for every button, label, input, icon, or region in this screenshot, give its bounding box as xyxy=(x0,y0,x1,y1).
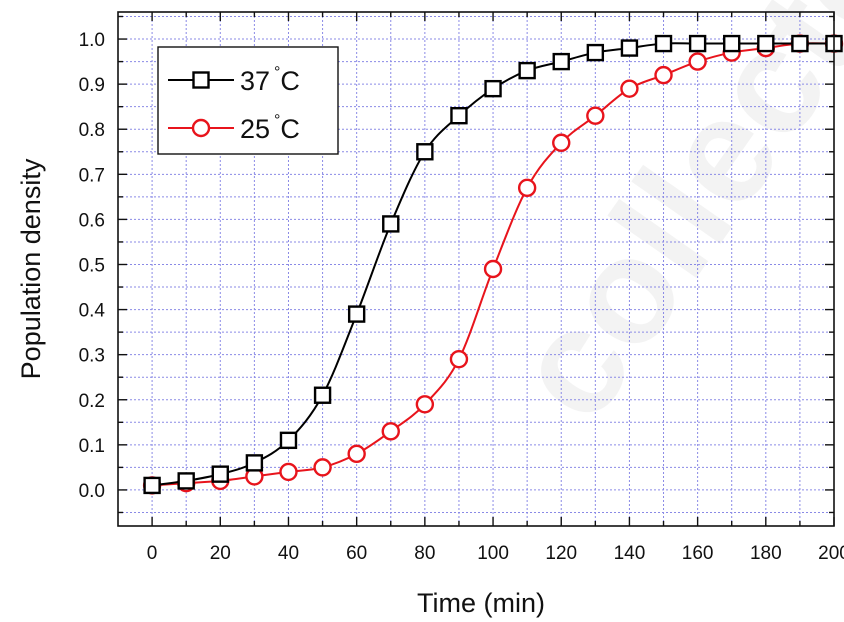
legend-item-25: 25 °C xyxy=(168,112,300,144)
x-axis-title: Time (min) xyxy=(417,588,545,618)
x-tick-label: 200 xyxy=(818,543,844,564)
data-point-25 xyxy=(552,133,571,152)
y-tick-label: 0.7 xyxy=(79,165,105,186)
x-tick-label: 120 xyxy=(545,543,577,564)
data-point-37 xyxy=(552,52,570,71)
legend-unit: °C xyxy=(274,64,300,96)
legend-unit-letter: C xyxy=(280,66,300,96)
data-point-37 xyxy=(279,431,298,450)
data-point-25 xyxy=(654,65,673,85)
x-tick-labels: 0 20 40 60 80 100 120 140 160 180 200 xyxy=(147,543,844,564)
data-point-25 xyxy=(381,422,400,441)
y-axis-title: Population density xyxy=(16,158,46,379)
legend-box xyxy=(157,46,339,155)
y-tick-label: 0.1 xyxy=(79,436,105,457)
data-point-37 xyxy=(211,465,229,483)
y-tick-label: 0.2 xyxy=(79,391,105,412)
x-tick-label: 100 xyxy=(477,543,509,564)
data-point-37 xyxy=(313,386,332,404)
legend: 37 °C25 °C xyxy=(157,46,339,155)
series-layer xyxy=(142,34,844,495)
data-point-37 xyxy=(245,454,264,472)
legend-unit: °C xyxy=(274,112,300,144)
x-tick-label: 20 xyxy=(210,543,231,564)
data-point-25 xyxy=(313,458,332,477)
legend-unit-letter: C xyxy=(280,114,300,144)
y-tick-label: 0.4 xyxy=(79,301,106,322)
data-point-37 xyxy=(723,34,741,53)
data-point-37 xyxy=(382,215,400,233)
data-point-37 xyxy=(791,34,809,53)
data-point-37 xyxy=(143,476,161,495)
x-tick-label: 60 xyxy=(346,543,367,564)
data-point-25 xyxy=(449,349,469,369)
y-tick-label: 0.9 xyxy=(79,75,105,96)
data-point-37 xyxy=(450,107,468,125)
legend-marker xyxy=(192,71,210,89)
legend-degree: ° xyxy=(274,112,280,129)
legend-label: 37 xyxy=(240,66,270,96)
data-point-25 xyxy=(483,259,503,279)
data-point-25 xyxy=(415,395,435,414)
data-point-37 xyxy=(484,79,502,98)
series-25 xyxy=(142,34,844,495)
legend-label: 25 xyxy=(240,114,270,144)
data-point-25 xyxy=(279,462,298,482)
data-point-25 xyxy=(347,444,366,464)
data-point-37 xyxy=(620,39,639,57)
data-point-37 xyxy=(347,305,366,323)
series-37 xyxy=(143,34,843,495)
legend-degree: ° xyxy=(274,64,280,81)
data-point-37 xyxy=(757,34,775,53)
data-point-37 xyxy=(654,34,673,53)
data-point-25 xyxy=(586,106,605,125)
axis-ticks xyxy=(118,12,835,526)
x-tick-label: 40 xyxy=(278,543,299,564)
y-tick-label: 1.0 xyxy=(79,30,105,51)
y-tick-label: 0.3 xyxy=(79,346,105,367)
x-tick-label: 160 xyxy=(682,543,714,564)
x-tick-label: 180 xyxy=(750,543,782,564)
data-point-37 xyxy=(518,61,536,80)
x-tick-label: 0 xyxy=(147,543,158,564)
x-tick-label: 80 xyxy=(414,543,435,564)
plot-frame xyxy=(117,11,835,527)
y-tick-labels: 0.0 0.1 0.2 0.3 0.4 0.5 0.6 0.7 0.8 0.9 1.0 xyxy=(79,30,106,502)
y-tick-label: 0.5 xyxy=(79,255,105,276)
data-point-37 xyxy=(177,472,195,490)
data-point-25 xyxy=(688,52,707,71)
data-point-37 xyxy=(586,43,605,62)
y-tick-label: 0.0 xyxy=(79,481,105,502)
data-point-25 xyxy=(517,178,537,198)
legend-item-37: 37 °C xyxy=(168,64,300,96)
data-point-25 xyxy=(620,79,639,98)
y-tick-label: 0.6 xyxy=(79,210,105,231)
legend-marker xyxy=(191,118,211,138)
data-point-37 xyxy=(688,34,707,53)
y-tick-label: 0.8 xyxy=(79,120,105,141)
x-tick-label: 140 xyxy=(614,543,646,564)
data-point-37 xyxy=(416,143,434,161)
